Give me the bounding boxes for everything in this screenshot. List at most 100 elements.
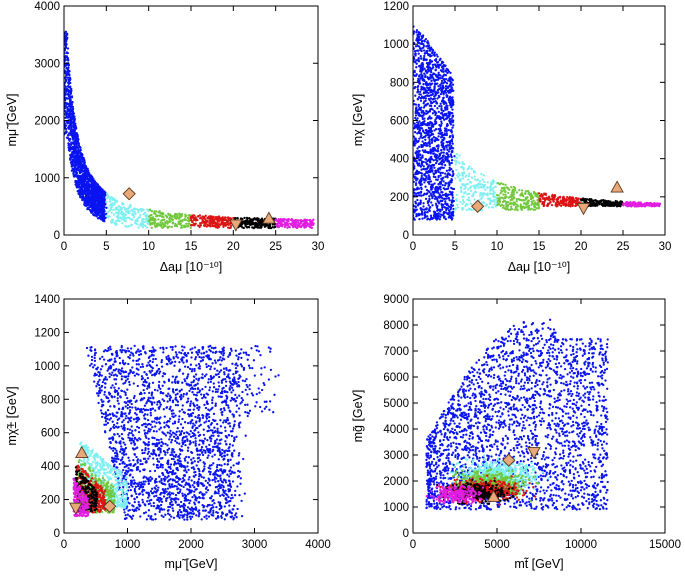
p1-scatter-point (75, 182, 78, 185)
p2-scatter-point (423, 117, 426, 120)
p2-scatter-point (450, 159, 454, 162)
p2-scatter-point (576, 198, 579, 201)
p2-scatter-point (455, 153, 459, 156)
p1-scatter-point (174, 222, 177, 226)
p2-scatter-point (502, 197, 505, 200)
p2-scatter-point (442, 116, 445, 120)
p2-scatter-point (479, 185, 482, 188)
p2-scatter-point (560, 202, 563, 205)
p2-scatter-point (423, 52, 427, 55)
p2-scatter-point (438, 130, 442, 133)
p2-scatter-point (483, 192, 487, 196)
p1-scatter-point (187, 219, 190, 222)
p2-scatter-point (435, 61, 439, 64)
p2-scatter-point (427, 87, 431, 90)
p2-scatter-point (434, 73, 437, 76)
p2-scatter-point (613, 201, 616, 205)
p1-scatter-point (219, 223, 222, 226)
p2-scatter-point (415, 160, 418, 163)
p2-scatter-point (418, 127, 422, 130)
p2-scatter-point (445, 88, 448, 92)
p1-scatter-point (192, 218, 195, 222)
p2-scatter-point (430, 188, 433, 191)
p2-scatter-point (503, 187, 506, 190)
p2-scatter-point (420, 57, 423, 60)
p1-scatter-point (189, 226, 192, 230)
p1-scatter-point (126, 225, 129, 228)
p2-scatter-point (458, 154, 461, 157)
p2-scatter-point (416, 198, 419, 202)
p2-scatter-point (435, 53, 438, 56)
p2-scatter-point (424, 138, 427, 141)
p1-scatter-point (71, 150, 75, 154)
p1-scatter-point (74, 165, 77, 168)
p2-scatter-point (470, 167, 473, 170)
p2-scatter-point (486, 185, 489, 189)
p2-scatter-point (448, 166, 451, 169)
p2-scatter-point (423, 58, 426, 61)
p1-scatter-point (71, 112, 74, 115)
p1-scatter-point (64, 107, 67, 110)
p1-scatter-point (73, 129, 76, 133)
p2-scatter-point (420, 64, 423, 67)
p2-scatter-point (470, 202, 473, 206)
p2-scatter-point (422, 205, 425, 208)
p1-scatter-point (153, 222, 156, 225)
p2-scatter-point (442, 96, 445, 99)
p1-scatter-point (73, 115, 76, 118)
p1-scatter-point (112, 208, 115, 212)
p2-scatter-point (420, 111, 424, 114)
p1-scatter-point (64, 76, 67, 80)
p2-scatter-point (486, 203, 489, 206)
p1-scatter-point (105, 192, 109, 195)
p1-scatter-point (84, 192, 88, 196)
p2-scatter-point (565, 200, 568, 203)
p2-scatter-point (436, 82, 439, 85)
p2-scatter-point (419, 201, 422, 204)
p1-scatter-point (130, 223, 133, 226)
p2-scatter-point (422, 44, 426, 48)
p1-scatter-point (127, 206, 130, 210)
p2-scatter-point (417, 203, 420, 207)
p1-scatter-point (80, 191, 83, 194)
p2-scatter-point (450, 78, 454, 81)
p1-scatter-point (67, 81, 70, 84)
p2-scatter-point (420, 174, 423, 178)
p2-scatter-point (423, 181, 426, 184)
p1-scatter-point (140, 208, 144, 211)
p1-scatter-point (215, 218, 219, 221)
p2-scatter-point (444, 217, 448, 221)
p2-scatter-point (439, 69, 443, 72)
p2-scatter-point (418, 120, 421, 123)
p1-scatter-point (297, 219, 300, 222)
p1-scatter-point (158, 210, 161, 213)
p1-scatter-point (74, 134, 77, 138)
p2-scatter-point (420, 172, 424, 175)
p1-scatter-point (168, 225, 171, 228)
p2-scatter-point (448, 199, 451, 202)
p2-scatter-point (470, 176, 474, 179)
p2-scatter-point (537, 207, 540, 210)
p1-scatter-point (78, 189, 81, 192)
p1-scatter-point (117, 205, 120, 208)
p2-scatter-point (574, 204, 577, 208)
p2-scatter-point (478, 198, 481, 202)
p2-scatter-point (417, 52, 420, 55)
p1-scatter-point (132, 215, 135, 219)
p2-scatter-point (459, 178, 463, 181)
p1-scatter-point (136, 219, 139, 223)
p1-scatter-point (208, 221, 211, 225)
p1-scatter-point (95, 205, 98, 209)
p2-scatter-point (414, 116, 417, 120)
p2-scatter-point (421, 145, 424, 149)
p1-scatter-point (184, 213, 187, 216)
p1-scatter-point (66, 108, 69, 111)
p2-scatter-point (547, 195, 551, 198)
p1-scatter-point (64, 85, 67, 88)
p2-scatter-point (544, 193, 548, 197)
p2-scatter-point (444, 155, 447, 158)
p2-scatter-point (550, 203, 554, 207)
p1-scatter-point (68, 124, 71, 127)
p1-scatter-point (86, 206, 89, 210)
p2-scatter-point (414, 205, 417, 208)
